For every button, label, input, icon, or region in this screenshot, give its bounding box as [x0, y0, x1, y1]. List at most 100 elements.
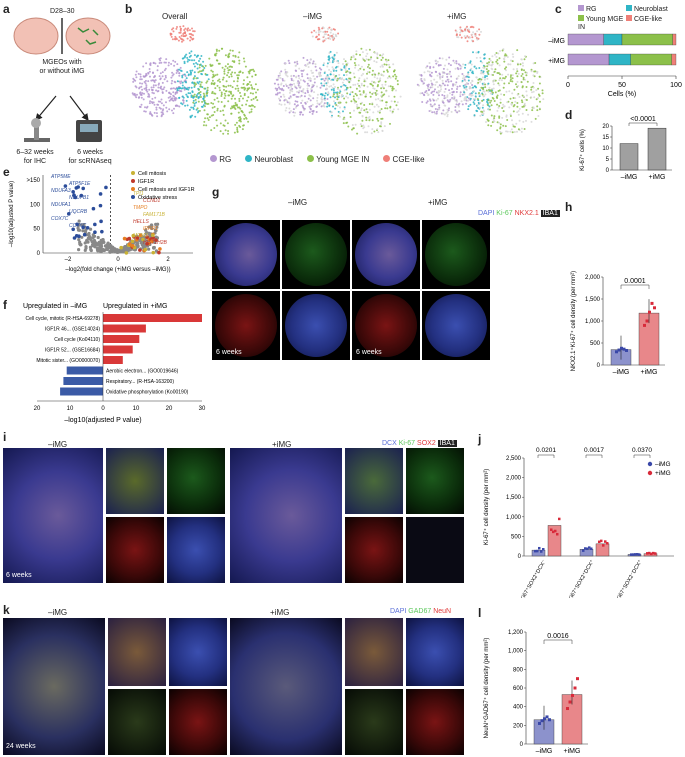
panel-b-label: b	[125, 2, 133, 16]
j-data-point	[634, 553, 637, 556]
umap-point	[537, 87, 540, 90]
umap-point	[165, 106, 168, 109]
e-y-tick: 50	[33, 227, 40, 233]
umap-point	[174, 60, 177, 63]
umap-point	[477, 81, 480, 84]
umap-point	[495, 96, 498, 98]
umap-point	[316, 93, 319, 96]
umap-point	[482, 104, 485, 107]
umap-point	[223, 104, 226, 107]
umap-point	[243, 114, 246, 117]
umap-point	[298, 77, 301, 80]
umap-point	[255, 91, 257, 94]
i-zoom	[406, 517, 464, 583]
umap-point	[363, 78, 366, 81]
e-point-oxidative	[81, 225, 85, 230]
umap-point	[150, 86, 153, 89]
umap-point	[517, 113, 520, 116]
umap-point	[336, 95, 339, 98]
umap-point	[201, 100, 204, 103]
umap-point	[254, 83, 257, 86]
umap-point	[192, 62, 195, 65]
panel-a-stage: D28–30	[50, 8, 75, 15]
j-data-point	[650, 552, 653, 556]
umap-point	[296, 104, 299, 107]
legend-cge: CGE-like	[383, 155, 425, 164]
umap-point	[288, 107, 291, 110]
umap-point	[160, 98, 163, 101]
umap-point	[310, 105, 313, 107]
umap-point	[216, 107, 219, 110]
umap-point	[471, 70, 474, 73]
umap-point	[360, 82, 363, 85]
g-micrograph	[352, 220, 420, 289]
umap-point	[248, 111, 251, 114]
panel-a-ihc: 6–32 weeks for IHC	[16, 149, 54, 165]
umap-point	[482, 66, 485, 69]
umap-point	[206, 92, 208, 95]
umap-point	[394, 77, 397, 80]
e-point-up	[157, 250, 161, 255]
umap-point	[239, 95, 242, 98]
umap-point	[497, 72, 500, 75]
k-zoom	[406, 618, 464, 686]
umap-point	[503, 60, 506, 63]
umap-point	[369, 91, 371, 94]
umap-point	[524, 104, 527, 107]
umap-point	[284, 109, 287, 112]
umap-point	[487, 73, 490, 76]
umap-point	[194, 115, 197, 118]
e-point-oxidative	[66, 212, 71, 216]
umap-point	[382, 94, 385, 97]
umap-point	[156, 69, 159, 72]
umap-point	[366, 131, 369, 134]
umap-point	[182, 33, 185, 35]
umap-point	[383, 63, 386, 66]
umap-point	[292, 79, 295, 82]
umap-point	[133, 92, 136, 95]
umap-point	[216, 97, 219, 100]
panel-e-label: e	[3, 165, 10, 179]
e-point	[144, 228, 148, 232]
umap-point	[170, 82, 173, 85]
umap-point	[354, 64, 357, 67]
umap-point	[182, 57, 185, 60]
umap-point	[310, 31, 313, 34]
umap-point	[132, 80, 135, 83]
umap-point	[233, 61, 236, 64]
umap-point	[512, 125, 515, 128]
umap-point	[495, 60, 498, 63]
umap-point	[500, 93, 503, 96]
umap-point	[154, 62, 157, 65]
umap-point	[329, 31, 332, 34]
umap-point	[308, 105, 311, 108]
umap-point	[508, 82, 510, 85]
umap-point	[278, 97, 280, 100]
umap-point	[354, 66, 357, 69]
umap-point	[397, 108, 400, 111]
umap-point	[285, 72, 288, 75]
umap-point	[377, 110, 379, 113]
umap-point	[203, 87, 206, 90]
umap-point	[472, 40, 475, 43]
umap-point	[315, 111, 318, 113]
g-micrograph	[212, 220, 280, 289]
umap-point	[530, 68, 533, 71]
umap-point	[234, 71, 236, 74]
umap-point	[433, 78, 436, 81]
umap-point	[199, 83, 202, 86]
umap-point	[490, 124, 493, 127]
umap-point	[384, 58, 387, 61]
umap-point	[343, 118, 346, 121]
umap-point	[285, 99, 288, 102]
e-gene-right: IRRR1	[143, 226, 158, 232]
data-point	[545, 715, 549, 719]
umap-point	[326, 98, 329, 100]
umap-point	[483, 95, 486, 98]
umap-point	[288, 62, 291, 65]
e-point-oxidative	[98, 203, 103, 208]
umap-point	[227, 130, 230, 132]
umap-point	[467, 105, 470, 108]
umap-point	[511, 119, 513, 122]
